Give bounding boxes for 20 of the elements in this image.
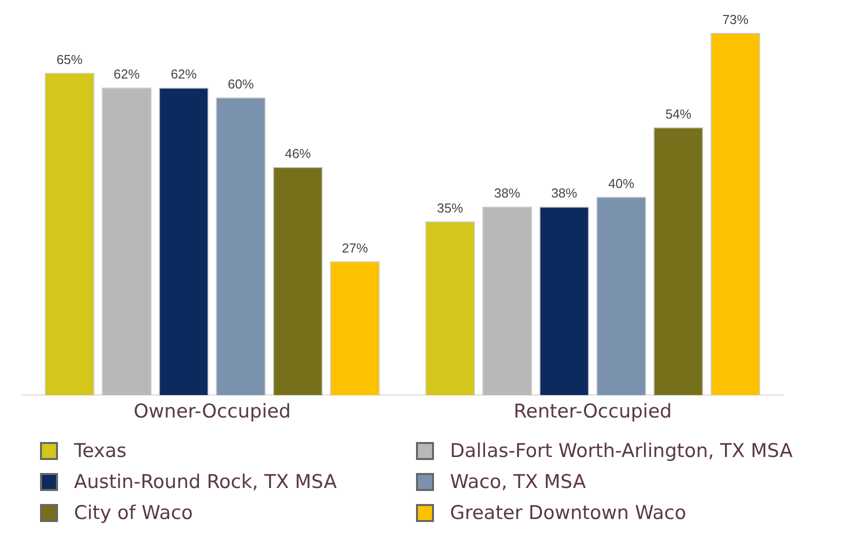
legend-label: Waco, TX MSA — [450, 471, 586, 493]
data-label: 40% — [608, 176, 635, 191]
data-label: 60% — [228, 76, 254, 92]
x-tick-label: Renter-Occupied — [514, 400, 672, 423]
data-label: 35% — [437, 200, 464, 216]
data-label: 62% — [170, 66, 198, 82]
data-label: 38% — [494, 186, 521, 201]
legend-label: Dallas-Fort Worth-Arlington, TX MSA — [450, 440, 793, 462]
x-tick-label: Owner-Occupied — [134, 400, 291, 423]
data-label: 54% — [665, 106, 692, 122]
legend-label: City of Waco — [74, 502, 193, 524]
legend-label: Austin-Round Rock, TX MSA — [74, 471, 337, 493]
data-label: 38% — [551, 186, 578, 201]
data-label: 46% — [284, 146, 312, 162]
data-label: 62% — [114, 66, 140, 82]
data-label: 27% — [342, 240, 368, 256]
legend-label: Texas — [74, 440, 127, 462]
legend-label: Greater Downtown Waco — [450, 502, 686, 524]
data-label: 65% — [56, 52, 84, 67]
data-label: 73% — [722, 12, 749, 28]
